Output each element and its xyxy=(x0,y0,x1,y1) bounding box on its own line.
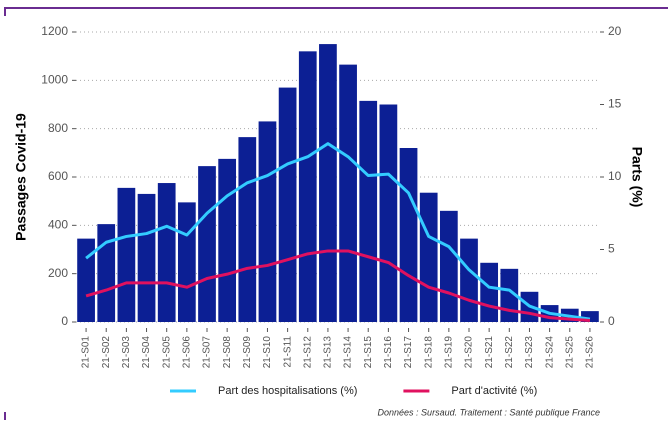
legend-label: Part d'activité (%) xyxy=(451,385,537,397)
bar xyxy=(137,193,156,322)
x-tick-label: 21-S17 xyxy=(403,336,414,369)
x-tick-label: 21-S25 xyxy=(564,336,575,369)
x-tick-label: 21-S08 xyxy=(222,336,233,369)
y-tick-label: 400 xyxy=(48,218,68,232)
y-tick-label: 800 xyxy=(48,121,68,135)
bar xyxy=(460,238,478,322)
x-tick-label: 21-S26 xyxy=(585,336,596,369)
bar xyxy=(439,210,458,322)
x-tick-label: 21-S15 xyxy=(363,336,374,369)
y2-axis-label: Parts (%) xyxy=(629,147,645,208)
bar xyxy=(399,148,418,322)
y-tick-label: 1200 xyxy=(41,24,68,38)
bar xyxy=(581,311,599,322)
legend-label: Part des hospitalisations (%) xyxy=(218,385,357,397)
line xyxy=(85,142,591,321)
x-tick-label: 21-S19 xyxy=(443,336,454,369)
x-tick-label: 21-S21 xyxy=(484,336,495,369)
bar xyxy=(198,166,216,322)
x-tick-label: 21-S11 xyxy=(282,336,293,368)
x-tick-label: 21-S18 xyxy=(423,336,434,369)
caption: Données : Sursaud. Traitement : Santé pu… xyxy=(378,407,600,417)
x-tick-label: 21-S24 xyxy=(544,336,555,369)
x-tick-label: 21-S20 xyxy=(464,336,475,369)
y2-tick-label: 15 xyxy=(608,97,622,111)
x-tick-label: 21-S09 xyxy=(242,336,253,369)
bar xyxy=(258,121,277,323)
x-tick-label: 21-S06 xyxy=(181,336,192,369)
y-tick-label: 1000 xyxy=(41,73,68,87)
y2-tick-label: 20 xyxy=(608,24,622,38)
x-tick-label: 21-S16 xyxy=(383,336,394,369)
y2-tick-label: 0 xyxy=(608,314,615,328)
x-tick-label: 21-S23 xyxy=(524,336,535,369)
bar xyxy=(157,183,176,322)
x-tick-label: 21-S10 xyxy=(262,336,273,369)
x-tick-label: 21-S03 xyxy=(121,336,132,369)
x-tick-label: 21-S04 xyxy=(141,336,152,369)
bar xyxy=(177,202,196,322)
x-tick-label: 21-S02 xyxy=(101,336,112,369)
y-tick-label: 0 xyxy=(61,314,68,328)
y-tick-label: 600 xyxy=(48,169,68,183)
bar xyxy=(97,224,116,322)
bar xyxy=(218,158,237,322)
bar xyxy=(480,262,499,322)
bar xyxy=(379,104,398,322)
y2-tick-label: 5 xyxy=(608,242,615,256)
y-tick-label: 200 xyxy=(48,266,68,280)
bar xyxy=(339,64,357,322)
x-tick-label: 21-S14 xyxy=(343,336,354,369)
bar xyxy=(298,51,317,322)
bar xyxy=(77,238,95,322)
x-tick-label: 21-S01 xyxy=(81,336,92,369)
bar xyxy=(319,44,337,322)
line xyxy=(85,249,591,323)
bar xyxy=(117,187,136,322)
bar xyxy=(419,192,438,322)
x-tick-label: 21-S22 xyxy=(504,336,515,369)
x-tick-label: 21-S05 xyxy=(161,336,172,369)
bar xyxy=(359,100,378,322)
x-tick-label: 21-S07 xyxy=(202,336,213,369)
y-axis-label: Passages Covid-19 xyxy=(13,113,29,241)
bar xyxy=(238,137,257,322)
x-tick-label: 21-S12 xyxy=(302,336,313,369)
y2-tick-label: 10 xyxy=(608,169,622,183)
bar xyxy=(278,87,297,322)
x-tick-label: 21-S13 xyxy=(323,336,334,369)
